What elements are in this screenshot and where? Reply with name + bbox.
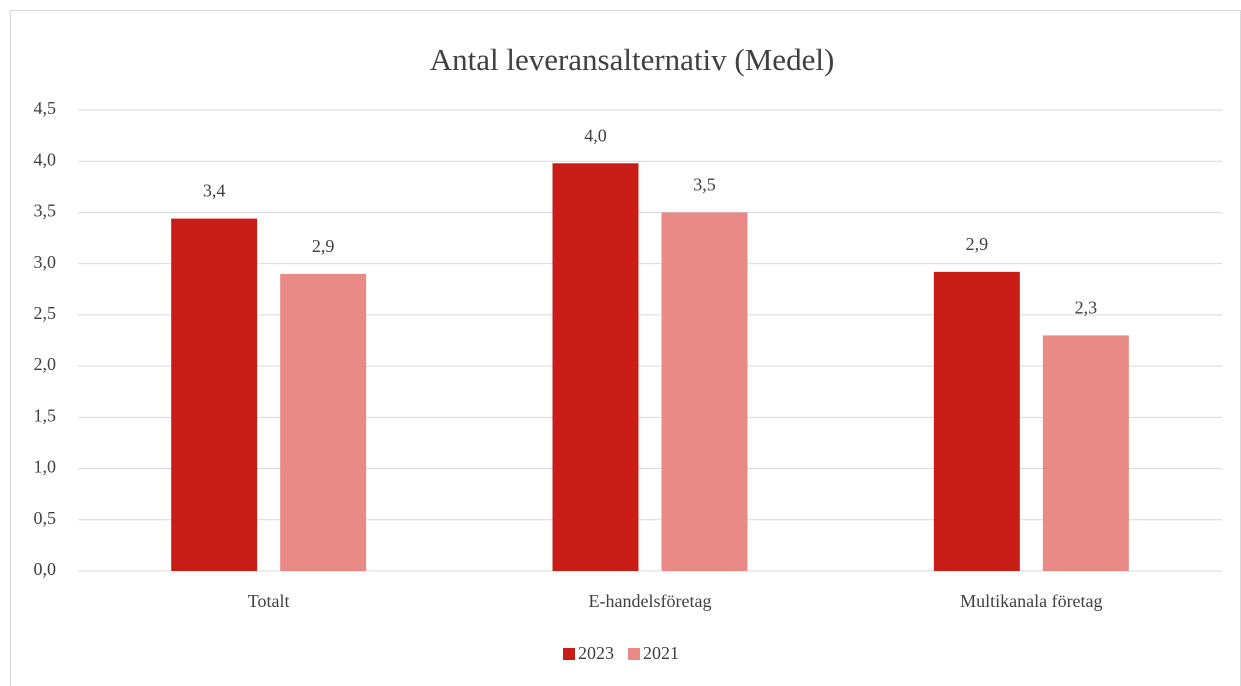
bar	[1042, 335, 1129, 571]
x-tick-label: E-handelsföretag	[589, 591, 712, 611]
data-label: 2,3	[1075, 298, 1098, 318]
y-tick-label: 1,0	[34, 457, 57, 477]
y-tick-label: 4,5	[34, 98, 57, 118]
y-tick-label: 3,5	[34, 201, 57, 221]
bar	[171, 218, 258, 571]
y-tick-label: 3,0	[34, 252, 57, 272]
x-tick-label: Multikanala företag	[960, 591, 1102, 611]
y-tick-label: 1,5	[34, 405, 57, 425]
bar	[933, 271, 1020, 571]
bar	[280, 273, 367, 571]
legend-label: 2021	[643, 643, 679, 663]
data-label: 2,9	[966, 234, 989, 254]
y-tick-label: 4,0	[34, 149, 57, 169]
legend-swatch	[628, 648, 640, 660]
y-tick-label: 2,0	[34, 354, 57, 374]
y-tick-label: 0,5	[34, 508, 57, 528]
data-label: 3,5	[693, 175, 716, 195]
data-label: 3,4	[203, 181, 226, 201]
legend-label: 2023	[578, 643, 614, 663]
data-label: 2,9	[312, 236, 335, 256]
bar	[552, 163, 639, 571]
y-tick-label: 2,5	[34, 303, 57, 323]
chart-title: Antal leveransalternativ (Medel)	[430, 42, 835, 77]
y-tick-label: 0,0	[34, 559, 57, 579]
legend-swatch	[563, 648, 575, 660]
bar	[661, 212, 748, 571]
data-label: 4,0	[584, 125, 607, 145]
x-tick-label: Totalt	[248, 591, 290, 611]
